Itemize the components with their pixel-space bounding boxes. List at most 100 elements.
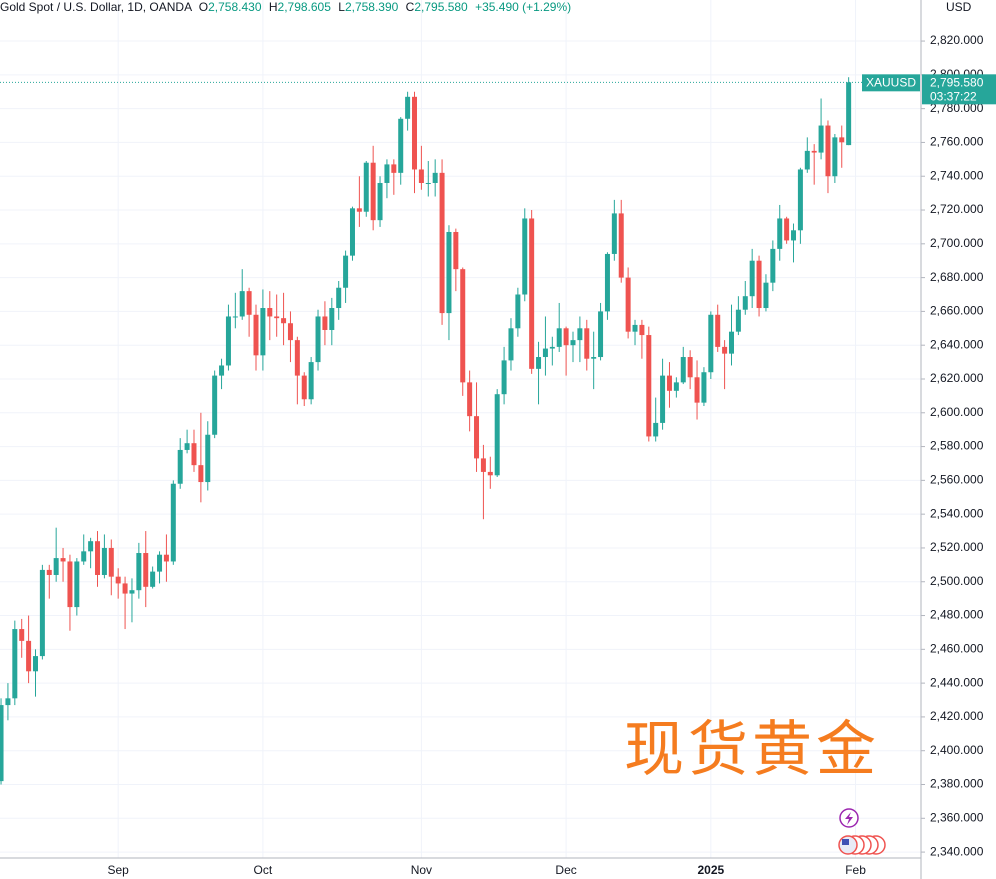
candle-body	[570, 340, 576, 346]
candle-body	[577, 328, 583, 341]
candle-body	[74, 561, 80, 608]
price-tag	[922, 74, 996, 105]
candle-body	[377, 182, 383, 221]
candle-body	[308, 362, 314, 400]
candle-body	[777, 218, 783, 249]
candle-body	[177, 449, 183, 484]
y-tick-label: 2,680.000	[930, 270, 984, 284]
y-tick-label: 2,820.000	[930, 33, 984, 47]
y-tick-label: 2,340.000	[930, 844, 984, 858]
candle-body	[191, 443, 197, 466]
candle-body	[136, 553, 142, 591]
candle-body	[825, 125, 831, 177]
candle-body	[212, 375, 218, 435]
candle-body	[584, 328, 590, 359]
currency-label: USD	[946, 0, 972, 14]
y-tick-label: 2,400.000	[930, 743, 984, 757]
x-tick-label: Dec	[555, 863, 576, 877]
open-value: 2,758.430	[208, 0, 262, 14]
candle-body	[542, 348, 548, 358]
candle-body	[329, 308, 335, 330]
y-tick-label: 2,600.000	[930, 405, 984, 419]
y-tick-label: 2,360.000	[930, 810, 984, 824]
candle-body	[735, 309, 741, 332]
candle-body	[239, 291, 245, 317]
candle-body	[480, 458, 486, 472]
legend-header: Gold Spot / U.S. Dollar, 1D, OANDA O2,75…	[0, 0, 575, 14]
candle-body	[604, 253, 610, 312]
y-tick-label: 2,420.000	[930, 709, 984, 723]
candle-body	[19, 629, 25, 641]
candle-body	[115, 576, 121, 584]
candle-body	[529, 218, 535, 369]
candle-body	[653, 422, 659, 437]
candle-body	[439, 172, 445, 314]
candle-body	[184, 443, 190, 450]
status-icons	[838, 808, 886, 855]
change-value: +35.490 (+1.29%)	[475, 0, 572, 14]
candle-body	[591, 357, 597, 359]
y-tick-label: 2,620.000	[930, 371, 984, 385]
candle-body	[811, 150, 817, 153]
candle-body	[839, 137, 845, 143]
symbol: Gold Spot / U.S. Dollar, 1D, OANDA	[0, 0, 192, 14]
candle-body	[363, 162, 369, 212]
candle-body	[522, 218, 528, 295]
candle-body	[770, 248, 776, 283]
candle-body	[728, 331, 734, 354]
candle-body	[281, 318, 287, 324]
candle-body	[598, 311, 604, 358]
candle-body	[349, 208, 355, 256]
candle-body	[12, 629, 18, 699]
y-tick-label: 2,540.000	[930, 506, 984, 520]
candle-body	[425, 182, 431, 184]
candle-body	[225, 316, 231, 366]
candle-body	[46, 569, 52, 575]
x-tick-label: Feb	[845, 863, 866, 877]
candle-body	[460, 269, 466, 383]
candle-body	[797, 169, 803, 231]
candle-body	[846, 82, 852, 146]
candle-body	[5, 698, 11, 706]
candle-body	[722, 346, 728, 354]
candle-body	[784, 218, 790, 241]
candle-body	[370, 162, 376, 221]
candle-body	[267, 308, 273, 317]
price-tag-label: 2,795.580	[930, 75, 984, 89]
candle-body	[646, 335, 652, 437]
candle-body	[101, 547, 107, 575]
candle-body	[508, 328, 514, 361]
low-value: 2,758.390	[344, 0, 399, 14]
candle-body	[301, 375, 307, 400]
candle-body	[274, 316, 280, 319]
symbol-tag-label: XAUUSD	[866, 75, 916, 89]
candle-body	[639, 324, 645, 336]
candle-body	[625, 277, 631, 332]
candle-body	[474, 416, 480, 459]
candle-body	[88, 541, 94, 552]
candle-body	[170, 483, 176, 562]
open-label: O	[198, 0, 209, 14]
candle-body	[253, 314, 259, 356]
candle-body	[563, 328, 569, 346]
candle-body	[412, 96, 418, 170]
y-tick-label: 2,580.000	[930, 439, 984, 453]
candle-body	[398, 118, 404, 173]
candle-body	[673, 382, 679, 391]
high-value: 2,798.605	[277, 0, 331, 14]
candle-body	[129, 590, 135, 594]
candle-body	[246, 291, 252, 315]
candle-body	[687, 357, 693, 378]
candle-body	[219, 365, 225, 376]
candle-body	[715, 314, 721, 347]
flag-canton	[842, 839, 849, 845]
watermark: 现货黄金	[624, 716, 880, 783]
candle-body	[198, 465, 204, 483]
candle-body	[32, 656, 38, 672]
y-tick-label: 2,520.000	[930, 540, 984, 554]
y-tick-label: 2,440.000	[930, 675, 984, 689]
candle-body	[804, 150, 810, 170]
candle-body	[81, 551, 87, 562]
